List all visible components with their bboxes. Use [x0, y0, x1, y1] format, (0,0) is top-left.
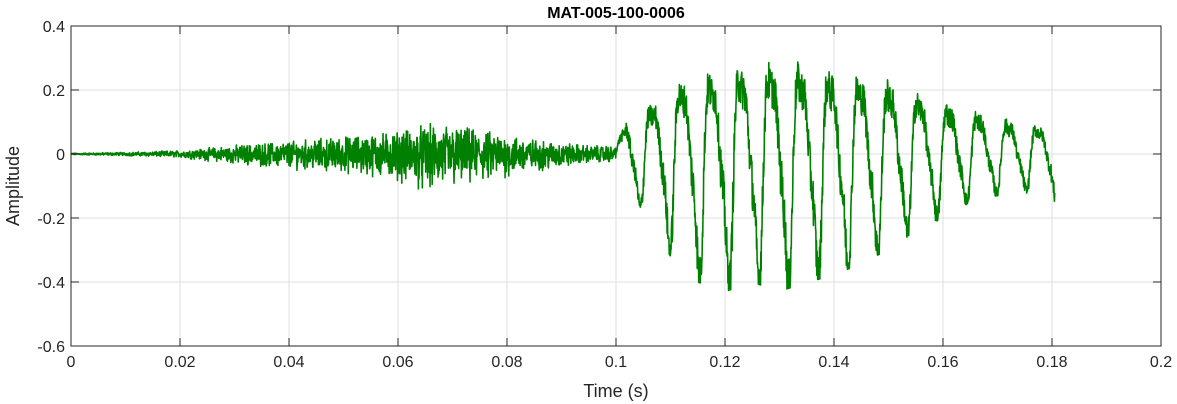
x-axis-label: Time (s) [583, 381, 648, 401]
series-line [70, 61, 1056, 292]
y-tick-label: -0.2 [37, 211, 65, 228]
y-tick-labels: -0.6 -0.4 -0.2 0 0.2 0.4 [37, 19, 65, 356]
y-tick-label: -0.6 [37, 339, 65, 356]
x-tick-label: 0.08 [491, 354, 522, 371]
x-tick-label: 0.04 [273, 354, 304, 371]
y-tick-label: -0.4 [37, 275, 65, 292]
y-tick-label: 0 [56, 147, 65, 164]
x-tick-labels: 0 0.02 0.04 0.06 0.08 0.1 0.12 0.14 0.16 0.18 0.2 [67, 354, 1173, 371]
y-tick-label: 0.2 [43, 83, 65, 100]
x-tick-label: 0 [67, 354, 76, 371]
series-layer [70, 61, 1056, 292]
y-axis-label: Amplitude [3, 146, 23, 226]
x-tick-label: 0.16 [927, 354, 958, 371]
x-tick-label: 0.12 [709, 354, 740, 371]
x-tick-label: 0.06 [382, 354, 413, 371]
x-tick-label: 0.02 [164, 354, 195, 371]
x-tick-label: 0.14 [818, 354, 849, 371]
x-tick-label: 0.2 [1150, 354, 1172, 371]
tick-marks [70, 25, 1162, 347]
y-tick-label: 0.4 [43, 19, 65, 36]
chart-title: MAT-005-100-0006 [547, 5, 685, 22]
x-tick-label: 0.1 [605, 354, 627, 371]
x-tick-label: 0.18 [1036, 354, 1067, 371]
